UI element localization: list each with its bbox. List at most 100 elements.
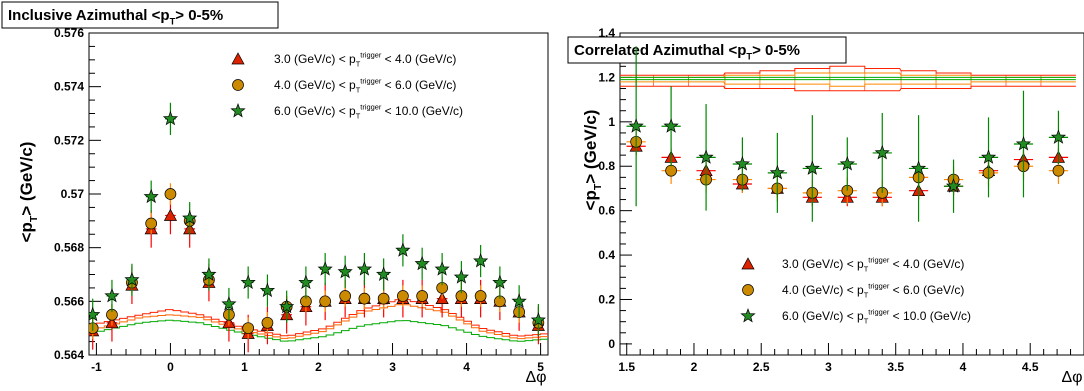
data-point	[221, 295, 237, 311]
data-point	[530, 312, 546, 327]
x-tick-label: 3	[389, 360, 396, 374]
data-point	[143, 188, 159, 204]
plot-frame	[619, 32, 1084, 356]
legend: 3.0 (GeV/c) < pTtrigger < 4.0 (GeV/c) 4.0…	[740, 256, 971, 326]
data-point	[89, 306, 101, 322]
data-point	[279, 298, 295, 314]
band-lower-1	[620, 85, 1076, 92]
x-tick-label: 2.5	[753, 360, 770, 374]
data-point	[874, 144, 890, 160]
data-point	[665, 164, 677, 177]
y-tick-label: 0.576	[54, 26, 84, 40]
data-point	[492, 274, 508, 290]
legend: 3.0 (GeV/c) < pTtrigger < 4.0 (GeV/c) 4.0…	[230, 51, 463, 121]
y-axis-label: <pT> (GeV/c)	[581, 110, 604, 211]
x-tick-label: 1	[241, 360, 248, 374]
data-point	[1052, 164, 1065, 177]
x-tick-label: 5	[537, 360, 544, 374]
series-3	[89, 102, 546, 337]
legend-marker	[741, 257, 755, 270]
y-tick-label: 1	[608, 115, 615, 129]
y-tick-label: 1.2	[598, 70, 615, 84]
x-tick-label: 4	[960, 360, 967, 374]
legend-label: 4.0 (GeV/c) < pTtrigger < 6.0 (GeV/c)	[274, 77, 456, 95]
y-tick-label: 0.568	[54, 241, 84, 255]
data-point	[945, 178, 962, 193]
legend-marker	[740, 307, 756, 323]
title-box	[567, 36, 847, 64]
data-point	[395, 242, 411, 257]
data-point	[473, 253, 489, 268]
data-point	[259, 282, 276, 298]
legend-marker	[231, 52, 245, 65]
data-point	[182, 210, 198, 225]
flow-curve-1	[89, 299, 548, 337]
data-point	[377, 292, 390, 305]
y-tick-label: 0.6	[598, 204, 615, 218]
data-point	[698, 149, 714, 164]
data-point	[804, 160, 820, 175]
data-point	[839, 155, 855, 171]
data-point	[164, 188, 177, 200]
y-tick-label: 0	[608, 337, 615, 351]
y-tick-label: 0.572	[54, 133, 84, 147]
data-point	[414, 255, 430, 271]
legend-label: 3.0 (GeV/c) < pTtrigger < 4.0 (GeV/c)	[274, 51, 456, 69]
plot-area	[620, 46, 1076, 222]
data-point	[337, 263, 353, 279]
data-point	[261, 316, 274, 329]
legend-marker	[232, 79, 244, 91]
x-axis-label: Δφ	[525, 369, 546, 386]
data-point	[453, 269, 469, 284]
data-point	[1015, 135, 1032, 151]
data-point	[163, 208, 178, 221]
data-point	[240, 274, 256, 290]
data-point	[319, 295, 332, 308]
y-tick-label: 0.564	[54, 348, 84, 362]
flow-curve-3	[89, 319, 548, 342]
data-point	[356, 261, 373, 276]
x-tick-label: 4.5	[1022, 360, 1039, 374]
data-point	[734, 155, 750, 171]
flow-curve-2	[89, 304, 548, 340]
data-point	[358, 292, 371, 305]
y-tick-label: 0.574	[54, 80, 84, 94]
x-tick-label: 1.5	[618, 360, 635, 374]
data-point	[511, 293, 527, 308]
data-point	[1050, 129, 1067, 144]
legend-label: 6.0 (GeV/c) < pTtrigger < 10.0 (GeV/c)	[782, 308, 971, 326]
x-tick-label: 2	[315, 360, 322, 374]
y-axis-label: <pT> (GeV/c)	[17, 142, 40, 243]
y-tick-label: 0.8	[598, 159, 615, 173]
legend-label: 3.0 (GeV/c) < pTtrigger < 4.0 (GeV/c)	[782, 256, 964, 274]
data-point	[910, 160, 927, 175]
chart-title: Correlated Azimuthal <pT> 0-5%	[574, 42, 800, 62]
data-point	[628, 118, 644, 133]
data-point	[980, 149, 997, 164]
chart-panel-1: 0.564 0.566 0.568 0.57 0.572 0.574 0.576 -1 0 1 2 3…	[1, 1, 549, 386]
legend-marker	[230, 102, 246, 118]
y-tick-label: 0.2	[598, 292, 615, 306]
x-tick-label: -1	[91, 360, 102, 374]
y-tick-label: 0.4	[598, 248, 615, 262]
data-point	[339, 290, 352, 302]
y-tick-label: 0.57	[61, 187, 85, 201]
data-point	[124, 271, 140, 287]
x-tick-label: 3	[825, 360, 832, 374]
data-point	[376, 266, 392, 282]
x-tick-label: 4	[463, 360, 470, 374]
data-point	[104, 288, 120, 303]
title-box	[1, 1, 279, 29]
y-tick-label: 0.566	[54, 294, 84, 308]
legend-label: 6.0 (GeV/c) < pTtrigger < 10.0 (GeV/c)	[274, 103, 463, 121]
data-point	[663, 118, 679, 133]
band-lower-2	[620, 81, 1076, 87]
chart-panel-2: 00.20.40.60.811.21.41.5 2 2.5 3 3.5 4 4.5<pT> …	[567, 26, 1084, 386]
x-tick-label: 3.5	[887, 360, 904, 374]
data-point	[145, 217, 158, 230]
chart-title: Inclusive Azimuthal <pT> 0-5%	[8, 7, 223, 27]
data-point	[769, 164, 785, 180]
data-point	[416, 290, 428, 302]
band-upper-1	[620, 65, 1076, 76]
data-point	[162, 110, 179, 126]
